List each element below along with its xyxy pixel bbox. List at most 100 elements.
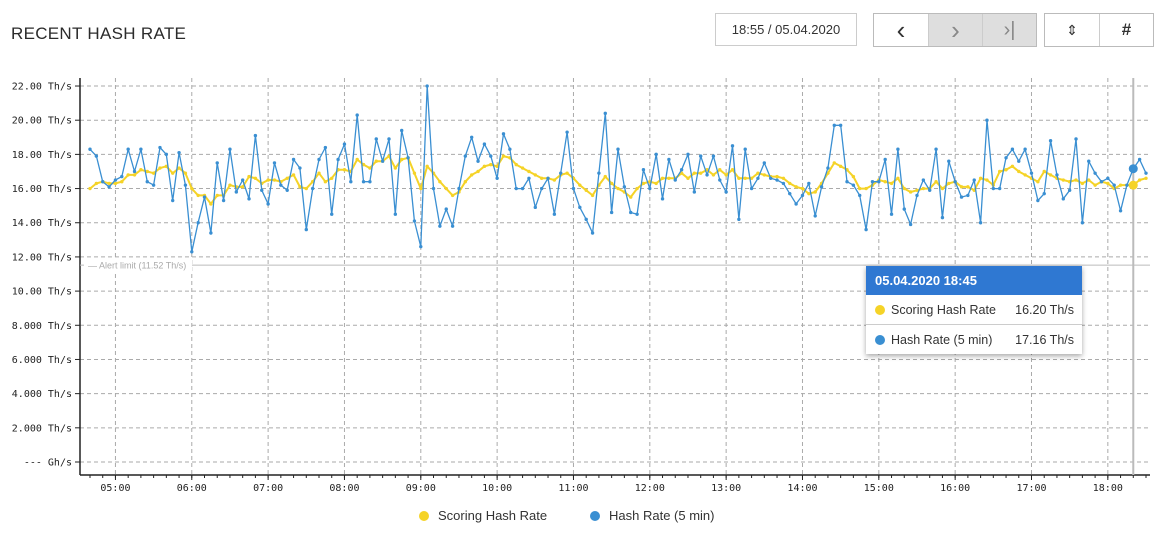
hash-rate-5min-point <box>253 133 258 138</box>
hash-rate-5min-point <box>209 231 213 235</box>
scoring-hash-rate-point <box>915 188 919 192</box>
hash-rate-5min-point <box>947 159 951 163</box>
scoring-hash-rate-point <box>368 166 372 170</box>
hash-rate-5min-point <box>864 227 868 232</box>
scoring-hash-rate-point <box>520 166 525 170</box>
hash-rate-5min-point <box>667 157 671 162</box>
y-tick-label: 4.000 Th/s <box>12 389 72 400</box>
hash-rate-5min-point <box>883 157 887 162</box>
scoring-hash-rate-point <box>724 173 728 177</box>
scoring-hash-rate-point <box>527 169 531 174</box>
hash-rate-5min-point <box>450 224 455 228</box>
hash-rate-5min-point <box>164 152 169 157</box>
scoring-hash-rate-point <box>794 185 798 189</box>
legend-item-hashrate[interactable]: Hash Rate (5 min) <box>590 508 714 523</box>
scoring-hash-rate-point <box>1106 181 1110 186</box>
next-button[interactable]: › <box>928 14 982 46</box>
hash-rate-5min-point <box>228 147 232 151</box>
legend-item-scoring[interactable]: Scoring Hash Rate <box>419 508 547 523</box>
x-tick-label: 06:00 <box>177 483 207 494</box>
scoring-hash-rate-point <box>718 168 722 172</box>
scoring-hash-rate-point <box>1048 173 1053 177</box>
hash-rate-5min-point <box>997 186 1002 191</box>
hash-rate-5min-point <box>788 191 792 196</box>
hash-rate-5min-point <box>953 180 957 184</box>
scoring-hash-rate-point <box>266 178 270 182</box>
scoring-hash-rate-point <box>139 168 143 172</box>
x-tick-label: 10:00 <box>482 483 512 494</box>
hash-rate-5min-point <box>304 227 308 232</box>
grid-toggle-button[interactable]: # <box>1099 14 1153 46</box>
scoring-hash-rate-point <box>635 186 639 191</box>
hash-rate-5min-point <box>336 157 340 162</box>
hash-rate-5min-point <box>584 217 588 222</box>
hash-rate-5min-point <box>851 183 856 187</box>
hash-rate-5min-point <box>807 181 811 186</box>
scoring-hash-rate-point <box>883 180 887 184</box>
scoring-hash-rate-point <box>330 176 334 181</box>
hash-rate-5min-point <box>240 178 245 182</box>
hash-rate-5min-point <box>546 176 550 181</box>
scoring-hash-rate-series <box>88 154 1148 206</box>
hash-rate-5min-point <box>686 152 690 157</box>
hash-rate-5min-point <box>718 178 722 182</box>
scoring-hash-rate-point <box>838 164 843 169</box>
hash-rate-5min-point <box>291 157 296 162</box>
hash-rate-5min-point <box>991 186 996 191</box>
chevron-left-icon: ‹ <box>896 15 906 45</box>
latest-button[interactable]: ›| <box>982 14 1036 46</box>
skip-to-end-icon: ›| <box>1003 18 1016 41</box>
hash-rate-5min-point <box>469 135 474 139</box>
hash-rate-5min-point <box>1125 183 1129 187</box>
scoring-hash-rate-point <box>889 181 894 186</box>
hash-rate-5min-point <box>514 186 518 191</box>
hash-rate-5min-point <box>431 186 436 191</box>
y-tick-label: 2.000 Th/s <box>12 423 72 434</box>
hash-rate-5min-point <box>107 185 111 189</box>
scoring-hash-rate-point <box>1036 180 1040 184</box>
previous-button[interactable]: ‹ <box>874 14 928 46</box>
hash-rate-5min-point <box>139 147 143 151</box>
hash-rate-5min-point <box>673 178 677 182</box>
hash-rate-5min-point <box>705 173 709 177</box>
hash-rate-5min-point <box>1055 173 1059 177</box>
scoring-hash-rate-point <box>285 176 289 181</box>
hash-rate-5min-point <box>622 185 627 189</box>
scoring-hash-rate-point <box>450 193 455 198</box>
hash-rate-5min-point <box>826 166 830 170</box>
page-title: RECENT HASH RATE <box>11 24 187 43</box>
tooltip-value: 16.20 Th/s <box>1015 302 1074 317</box>
scoring-hash-rate-point <box>616 186 620 191</box>
scoring-hash-rate-point <box>629 195 633 199</box>
scoring-hash-rate-point <box>1004 168 1008 172</box>
scoring-hash-rate-point <box>482 164 487 169</box>
hash-rate-5min-point <box>629 210 633 215</box>
x-tick-label: 08:00 <box>329 483 359 494</box>
x-tick-label: 13:00 <box>711 483 741 494</box>
scoring-hash-rate-point <box>183 171 188 175</box>
datetime-picker[interactable]: 18:55 / 05.04.2020 <box>715 13 857 46</box>
hash-rate-5min-point <box>177 150 181 155</box>
scoring-hash-rate-point <box>240 185 245 189</box>
hash-rate-5min-point <box>489 154 493 158</box>
scoring-hash-rate-point <box>1017 169 1021 174</box>
scoring-hash-rate-point <box>1128 180 1138 190</box>
hash-rate-5min-point <box>520 186 525 191</box>
scoring-hash-rate-point <box>997 169 1002 174</box>
hash-rate-5min-point <box>145 180 149 184</box>
scoring-hash-rate-point <box>775 174 779 179</box>
hash-rate-5min-point <box>978 221 983 225</box>
hash-rate-5min-point <box>285 188 289 192</box>
hash-rate-5min-point <box>463 154 468 158</box>
hash-rate-5min-point <box>889 212 894 216</box>
chart-tools: ⇕ # <box>1044 13 1154 47</box>
scoring-hash-rate-point <box>88 186 92 191</box>
hash-rate-5min-point <box>928 188 932 192</box>
expand-button[interactable]: ⇕ <box>1045 14 1099 46</box>
hash-rate-5min-point <box>1106 176 1110 181</box>
hash-rate-5min-point <box>476 159 480 163</box>
scoring-hash-rate-point <box>489 162 493 167</box>
x-tick-label: 09:00 <box>406 483 436 494</box>
scoring-hash-rate-point <box>590 193 595 198</box>
